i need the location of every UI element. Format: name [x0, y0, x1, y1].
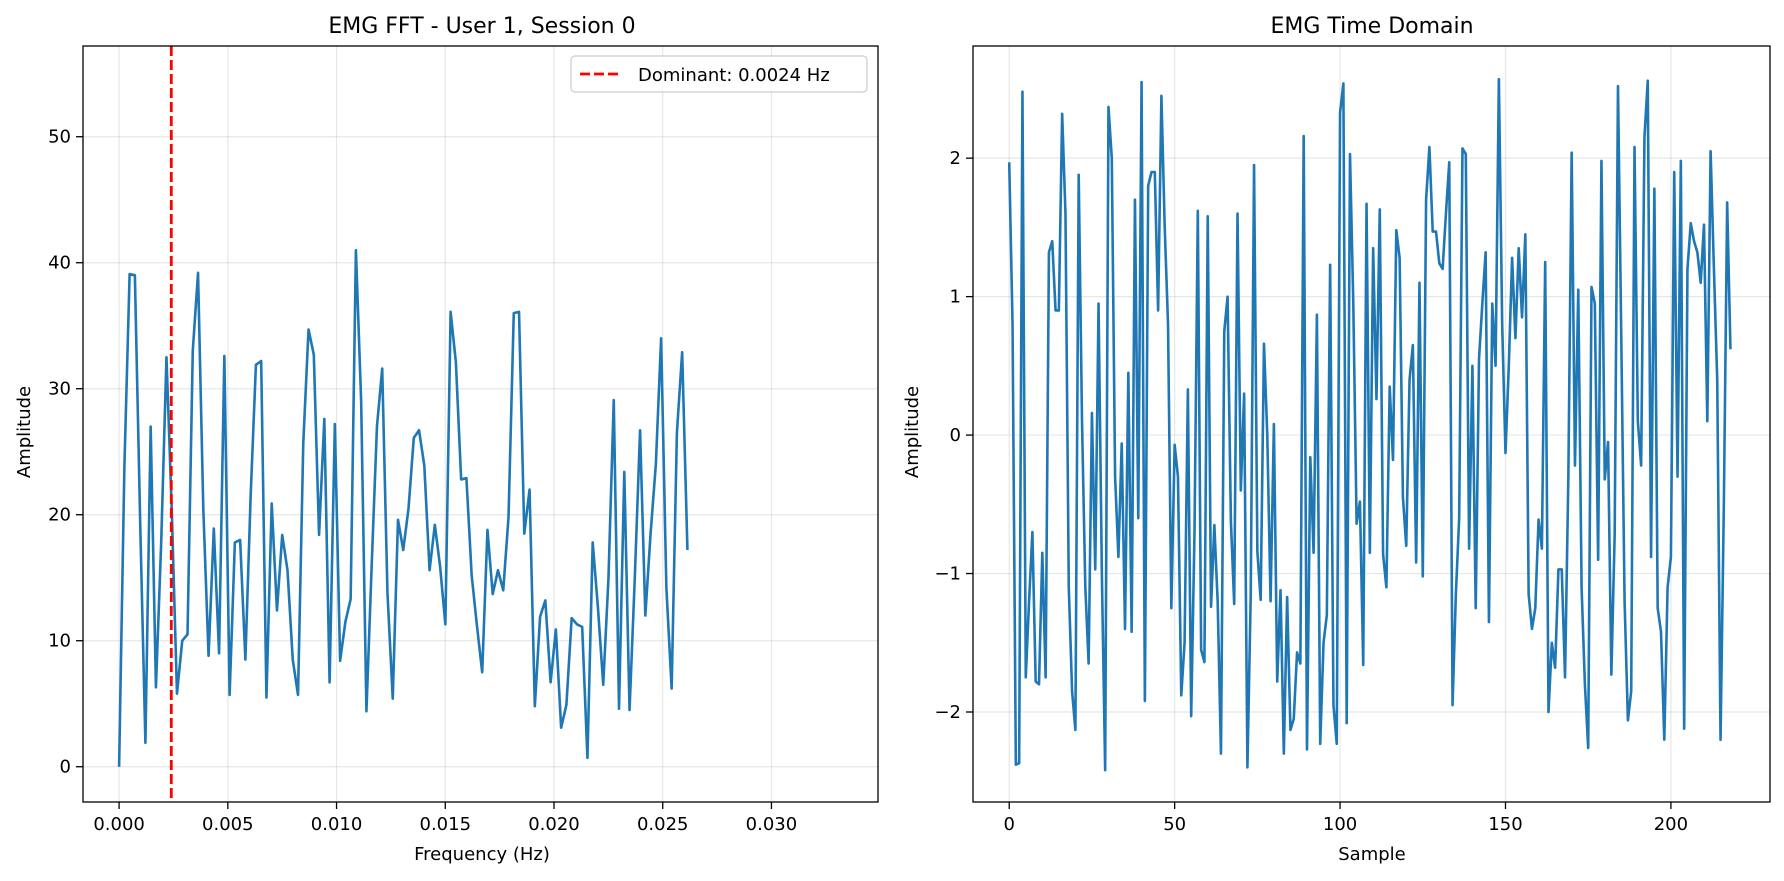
- fft-x-tick-label: 0.015: [420, 814, 472, 835]
- time-data: [1007, 77, 1732, 772]
- legend-box: [570, 55, 868, 93]
- fft-axis-ticks: 0.000 0.005 0.010 0.015 0.020 0.025 0.030 0 10 20…: [48, 127, 797, 835]
- fft-y-tick-label: 40: [48, 253, 71, 274]
- fft-legend: Dominant: 0.0024 Hz: [570, 55, 868, 93]
- time-x-tick-label: 200: [1654, 814, 1688, 835]
- time-y-tick-label: −1: [934, 564, 961, 585]
- time-y-axis-label: Amplitude: [902, 386, 923, 478]
- time-y-tick-label: 1: [950, 287, 961, 308]
- fft-x-tick-label: 0.010: [311, 814, 363, 835]
- fft-data: [117, 46, 689, 802]
- fft-y-tick-label: 30: [48, 379, 71, 400]
- time-x-tick-label: 50: [1163, 814, 1186, 835]
- fft-series-line: [117, 248, 689, 767]
- time-plot-frame: [972, 45, 1771, 803]
- time-y-tick-label: 2: [950, 148, 961, 169]
- fft-y-axis-label: Amplitude: [14, 386, 35, 478]
- fft-y-tick-label: 10: [48, 631, 71, 652]
- time-x-axis-label: Sample: [1338, 844, 1406, 865]
- fft-y-tick-label: 0: [60, 757, 71, 778]
- time-x-tick-label: 0: [1004, 814, 1015, 835]
- fft-chart: EMG FFT - User 1, Session 0 Frequency (H…: [14, 14, 879, 865]
- time-domain-chart: EMG Time Domain Sample Amplitude 0 50 100 1…: [902, 14, 1771, 865]
- fft-x-axis-label: Frequency (Hz): [414, 844, 550, 865]
- fft-chart-title: EMG FFT - User 1, Session 0: [328, 14, 635, 39]
- fft-plot-frame: [82, 45, 879, 803]
- time-y-tick-label: 0: [950, 425, 961, 446]
- fft-x-tick-label: 0.000: [93, 814, 145, 835]
- fft-y-tick-label: 20: [48, 505, 71, 526]
- fft-x-tick-label: 0.020: [528, 814, 580, 835]
- time-series-line: [1007, 77, 1732, 772]
- fft-x-tick-label: 0.030: [746, 814, 798, 835]
- time-axis-ticks: 0 50 100 150 200 −2 −1 0 1 2: [934, 148, 1688, 835]
- legend-dominant-label: Dominant: 0.0024 Hz: [638, 65, 830, 86]
- time-y-tick-label: −2: [934, 702, 961, 723]
- time-chart-title: EMG Time Domain: [1270, 14, 1473, 39]
- fft-x-tick-label: 0.025: [637, 814, 689, 835]
- time-x-tick-label: 150: [1488, 814, 1522, 835]
- fft-y-tick-label: 50: [48, 127, 71, 148]
- fft-x-tick-label: 0.005: [202, 814, 254, 835]
- time-x-tick-label: 100: [1323, 814, 1357, 835]
